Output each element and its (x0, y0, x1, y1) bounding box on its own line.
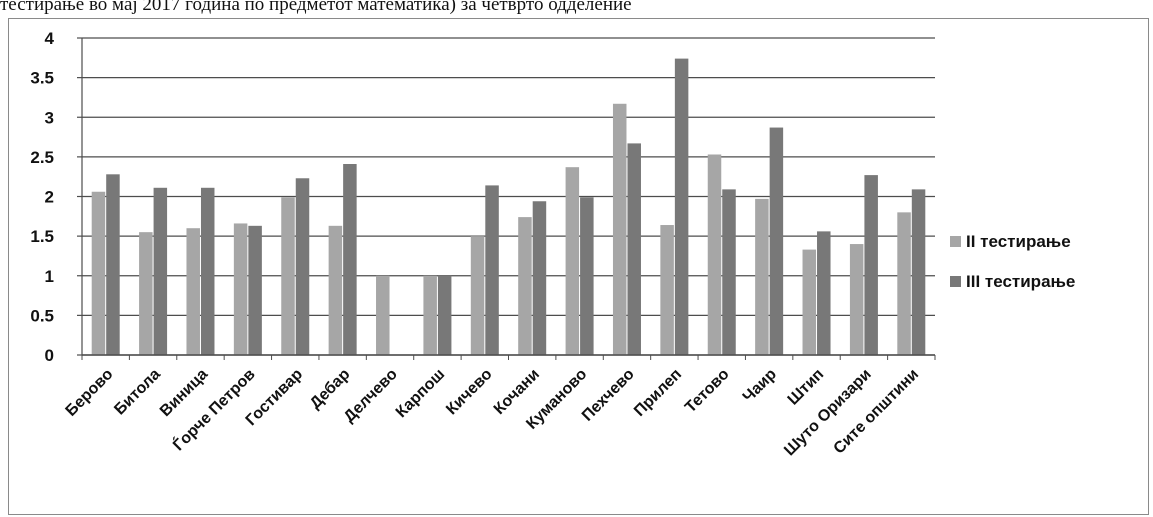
bar-ii-testiranje (423, 275, 437, 355)
y-tick-label: 1.5 (30, 227, 54, 246)
y-tick-label: 0.5 (30, 306, 54, 325)
bar-iii-testiranje (817, 231, 831, 355)
y-tick-label: 1 (45, 267, 54, 286)
bar-ii-testiranje (376, 275, 390, 355)
y-tick-label: 3 (45, 108, 54, 127)
y-tick-label: 2.5 (30, 148, 54, 167)
x-tick-label: Дебар (307, 366, 354, 413)
axes (77, 37, 936, 360)
x-tick-label: Тетово (682, 366, 733, 417)
x-tick-label: Пехчево (579, 366, 638, 425)
x-tick-label: Кичево (443, 366, 496, 419)
bar-iii-testiranje (532, 201, 547, 355)
bar-ii-testiranje (518, 217, 532, 355)
bar-ii-testiranje (281, 197, 295, 355)
bar-ii-testiranje (470, 236, 485, 355)
x-tick-label: Чаир (740, 366, 780, 406)
bar-iii-testiranje (580, 197, 594, 355)
x-tick-label: Штип (785, 366, 828, 409)
bar-ii-testiranje (565, 167, 580, 355)
legend-label: III тестирање (966, 272, 1075, 291)
bar-iii-testiranje (911, 189, 926, 355)
bar-ii-testiranje (897, 212, 911, 355)
bar-iii-testiranje (153, 187, 168, 355)
bar-ii-testiranje (849, 244, 864, 355)
legend: II тестирање III тестирање (950, 232, 1075, 291)
bar-ii-testiranje (755, 198, 769, 355)
bar-ii-testiranje (91, 191, 106, 355)
y-tick-label: 3.5 (30, 69, 54, 88)
x-tick-label: Берово (63, 366, 117, 420)
bar-iii-testiranje (295, 178, 310, 355)
x-tick-label: Битола (111, 366, 164, 419)
bar-ii-testiranje (707, 154, 722, 355)
bar-iii-testiranje (864, 175, 878, 355)
y-tick-label: 2 (45, 188, 54, 207)
x-tick-label: Ѓорче Петров (169, 364, 259, 454)
legend-swatch (950, 276, 961, 287)
bar-iii-testiranje (248, 225, 262, 355)
bar-ii-testiranje (802, 249, 817, 355)
bar-iii-testiranje (674, 58, 689, 355)
bar-ii-testiranje (139, 232, 153, 355)
bar-iii-testiranje (485, 185, 499, 355)
x-tick-label: Прилеп (631, 366, 685, 420)
bar-ii-testiranje (186, 228, 200, 355)
chart-caption: тестирање во мај 2017 година по предмето… (0, 0, 632, 15)
bar-iii-testiranje (106, 174, 120, 355)
bar-iii-testiranje (722, 189, 736, 355)
y-tick-label: 0 (45, 346, 54, 365)
bar-ii-testiranje (612, 103, 627, 355)
bar-ii-testiranje (233, 223, 248, 355)
bar-iii-testiranje (437, 275, 452, 355)
bar-iii-testiranje (343, 164, 357, 355)
bar-iii-testiranje (627, 143, 641, 355)
y-tick-label: 4 (45, 29, 55, 48)
bar-ii-testiranje (660, 225, 674, 355)
x-tick-label: Сите општини (831, 366, 923, 458)
x-tick-label: Шуто Оризари (781, 366, 875, 460)
bar-iii-testiranje (200, 187, 215, 355)
bars (91, 58, 926, 356)
chart-frame (8, 18, 1149, 515)
bar-iii-testiranje (769, 127, 784, 356)
bar-ii-testiranje (328, 225, 343, 355)
legend-swatch (950, 236, 961, 247)
x-tick-label: Карпош (393, 366, 448, 421)
legend-label: II тестирање (966, 232, 1071, 251)
y-tick-labels: 0 0.5 1 1.5 2 2.5 3 3.5 4 (30, 29, 54, 365)
